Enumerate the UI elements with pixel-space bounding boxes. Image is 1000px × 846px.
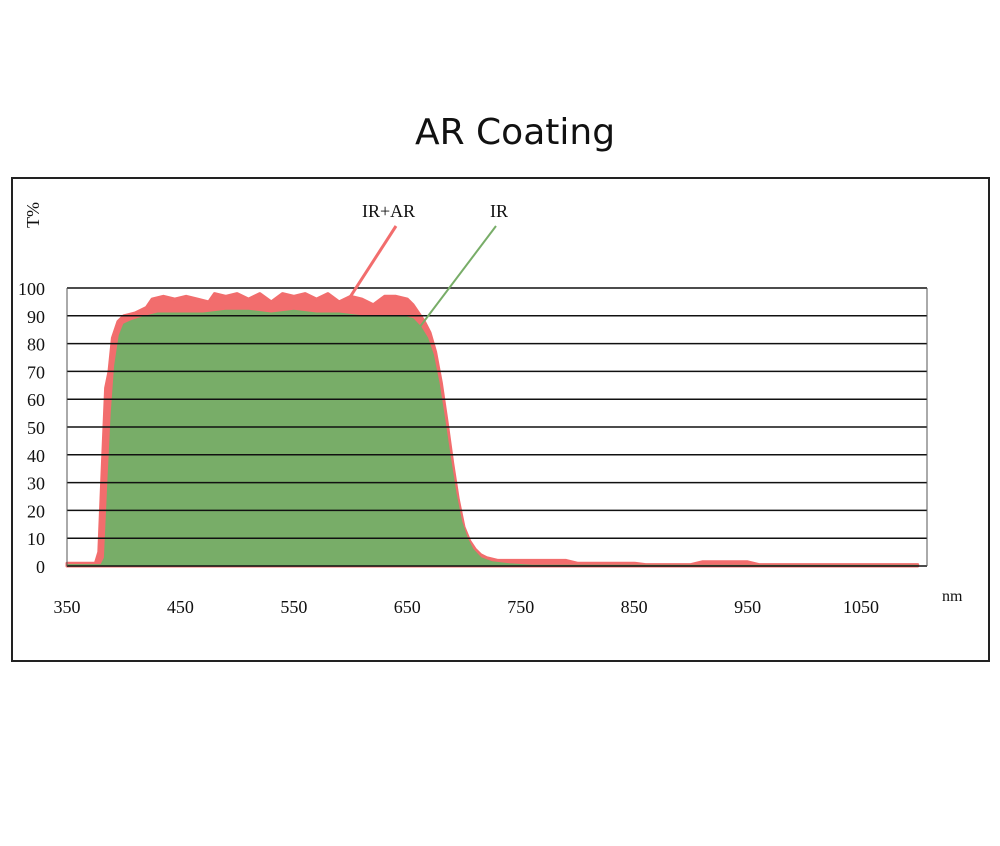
x-tick-label-850: 850 [621,597,648,617]
grid-lines [66,287,928,567]
y-tick-label-60: 60 [27,390,45,410]
y-tick-label-90: 90 [27,307,45,327]
area-ir [66,309,919,567]
y-tick-label-20: 20 [27,501,45,521]
y-tick-label-80: 80 [27,335,45,355]
y-tick-label-50: 50 [27,418,45,438]
x-tick-label-1050: 1050 [843,597,879,617]
x-tick-label-750: 750 [507,597,534,617]
y-axis-label: T% [23,202,43,228]
chart-title: AR Coating [414,112,616,153]
x-tick-label-950: 950 [734,597,761,617]
y-tick-label-100: 100 [18,279,45,299]
x-tick-label-650: 650 [394,597,421,617]
annotation-ir-label: IR [490,201,508,221]
x-tick-labels: 350 450 550 650 750 850 950 1050 [54,597,880,617]
y-tick-label-40: 40 [27,446,45,466]
y-tick-label-0: 0 [36,557,45,577]
y-tick-label-30: 30 [27,474,45,494]
annotation-ir-ar-label: IR+AR [362,201,415,221]
y-tick-labels: 0 10 20 30 40 50 60 70 80 90 100 [18,279,45,577]
x-tick-label-550: 550 [280,597,307,617]
leader-ir [417,225,497,330]
y-tick-label-10: 10 [27,529,45,549]
x-axis-label: nm [942,588,963,605]
y-tick-label-70: 70 [27,362,45,382]
x-tick-label-350: 350 [54,597,81,617]
annotation-leaders [349,225,497,330]
area-series-group [65,292,920,568]
x-tick-label-450: 450 [167,597,194,617]
leader-ir-ar [349,225,398,298]
